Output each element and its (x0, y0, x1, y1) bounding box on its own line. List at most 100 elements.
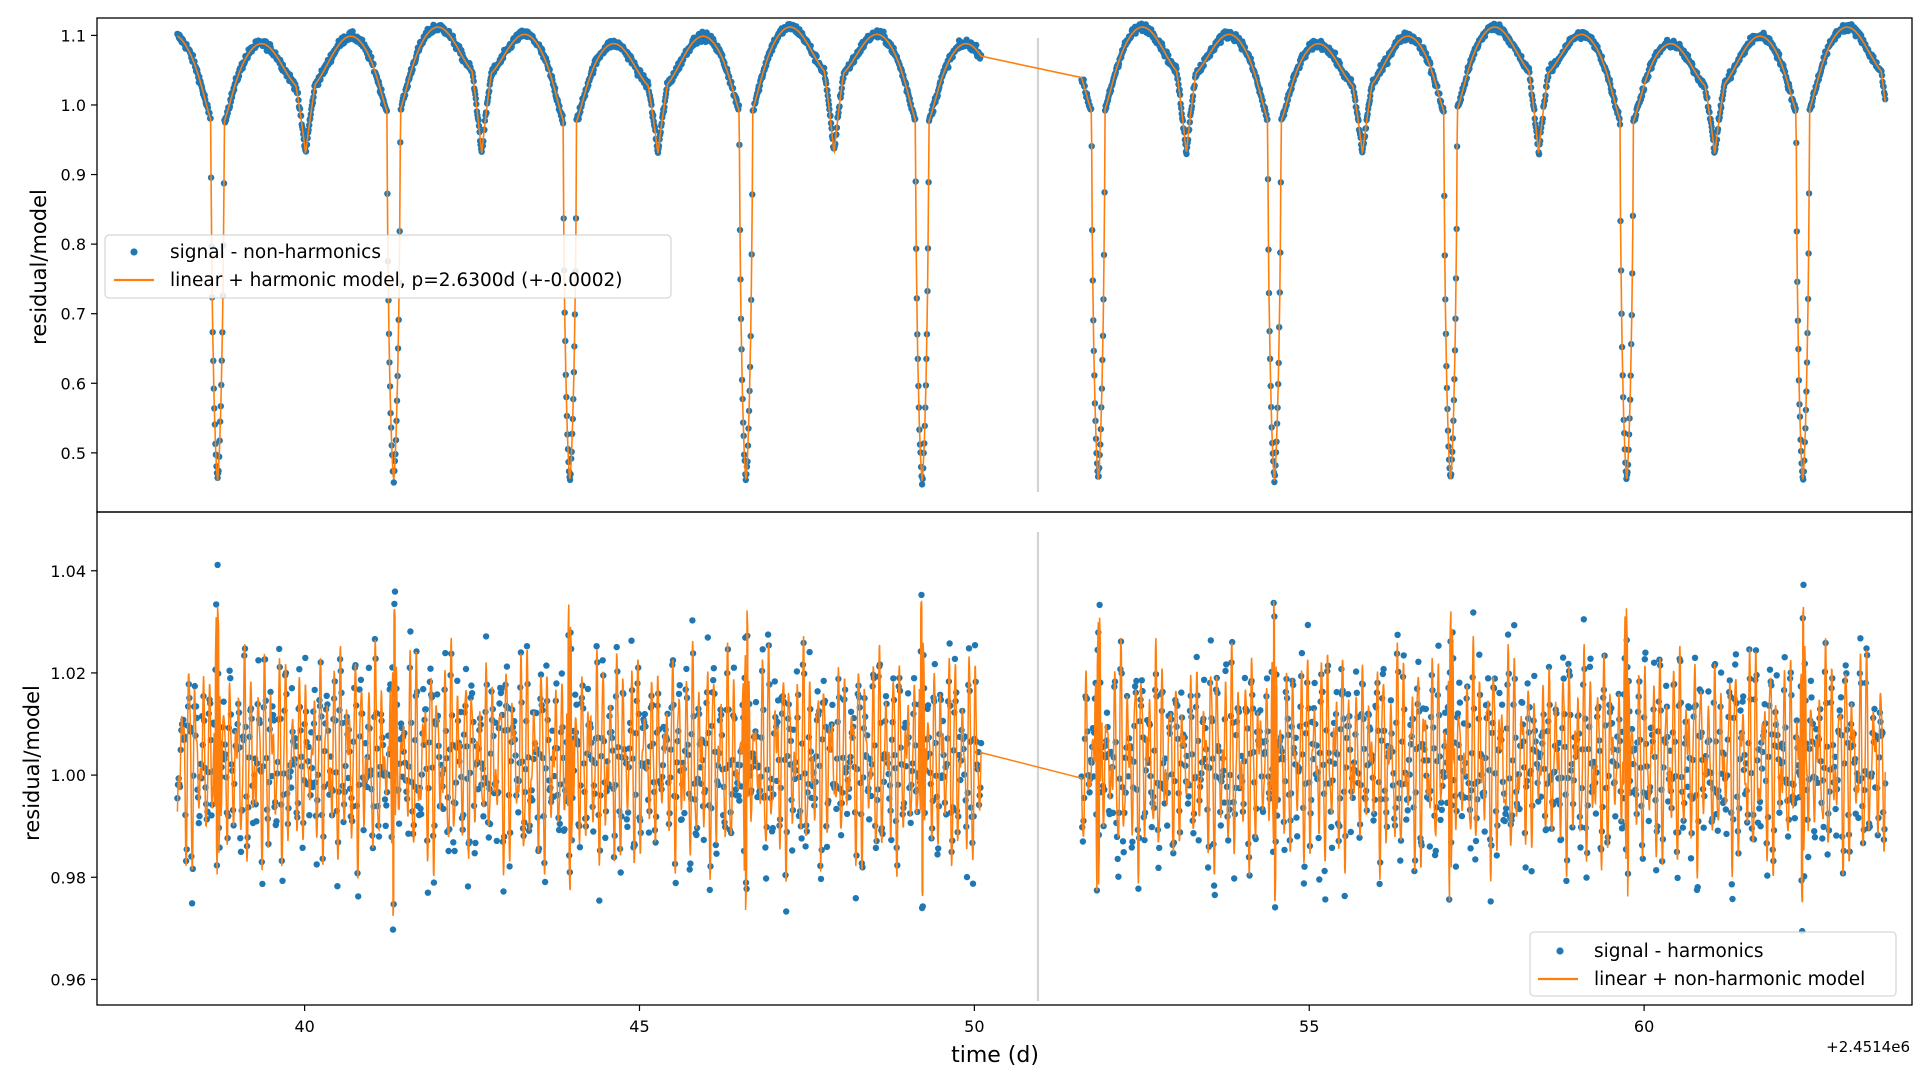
bottom-signal-point (576, 844, 584, 851)
top-y-tick-label: 0.6 (61, 374, 86, 393)
bottom-signal-point (427, 665, 434, 672)
bottom-signal-point (590, 828, 597, 835)
bottom-signal-point (1560, 675, 1567, 682)
bottom-signal-point (814, 688, 821, 695)
bottom-signal-point (558, 670, 565, 677)
bottom-signal-point (1156, 844, 1163, 852)
bottom-signal-point (961, 771, 968, 778)
bottom-signal-point (624, 823, 631, 830)
bottom-signal-point (1493, 852, 1501, 859)
bottom-signal-point (971, 642, 979, 649)
bottom-signal-point (506, 863, 513, 870)
bottom-signal-point (503, 663, 511, 670)
bottom-signal-point (1086, 789, 1093, 796)
bottom-signal-point (806, 648, 813, 656)
bottom-signal-point (471, 850, 478, 857)
bottom-signal-point (420, 685, 427, 693)
bottom-signal-point (1304, 621, 1312, 629)
bottom-signal-point (762, 844, 769, 851)
bottom-signal-point (910, 675, 918, 682)
bottom-signal-point (706, 886, 713, 894)
bottom-signal-point (686, 866, 693, 873)
bottom-signal-point (424, 889, 432, 896)
bottom-signal-point (1138, 677, 1146, 684)
bottom-signal-point (357, 676, 365, 683)
bottom-signal-point (683, 665, 690, 673)
bottom-signal-point (931, 660, 938, 668)
bottom-signal-point (1079, 838, 1087, 845)
bottom-signal-point (617, 869, 624, 876)
bottom-signal-point (963, 873, 971, 881)
bottom-signal-point (626, 745, 633, 752)
bottom-signal-point (628, 637, 635, 644)
bottom-signal-point (288, 685, 296, 692)
bottom-signal-point (1195, 837, 1202, 844)
bottom-signal-point (1301, 863, 1308, 870)
bottom-signal-point (1164, 822, 1171, 829)
bottom-signal-point (641, 710, 648, 718)
bottom-signal-point (843, 810, 851, 818)
bottom-signal-point (553, 680, 560, 687)
bottom-signal-point (572, 729, 580, 736)
bottom-signal-point (543, 662, 550, 669)
bottom-signal-point (596, 897, 603, 904)
bottom-signal-point (1352, 668, 1360, 675)
bottom-signal-point (1487, 898, 1494, 905)
bottom-signal-point (946, 640, 953, 647)
bottom-signal-point (253, 818, 260, 825)
bottom-signal-point (675, 690, 683, 698)
bottom-signal-point (762, 875, 770, 882)
bottom-signal-point (681, 809, 688, 817)
bottom-signal-point (1476, 651, 1483, 658)
bottom-signal-point (1484, 675, 1492, 682)
bottom-signal-point (1472, 837, 1480, 845)
bottom-signal-point (1452, 863, 1460, 870)
bottom-signal-point (468, 682, 475, 689)
bottom-signal-point (1231, 875, 1238, 882)
bottom-signal-point (1298, 649, 1306, 657)
bottom-signal-point (382, 822, 389, 829)
bottom-signal-point (672, 879, 679, 887)
top-legend: signal - non-harmonics linear + harmonic… (104, 234, 672, 299)
bottom-signal-point (1498, 701, 1506, 708)
bottom-signal-point (1438, 806, 1446, 813)
bottom-signal-point (1577, 844, 1584, 851)
bottom-signal-point (678, 816, 685, 823)
bottom-signal-point (907, 819, 914, 827)
bottom-signal-point (407, 628, 414, 635)
bottom-signal-point (528, 787, 535, 794)
bottom-signal-point (613, 643, 620, 651)
bottom-signal-point (1133, 677, 1140, 685)
bottom-signal-point (934, 851, 941, 858)
bottom-signal-point (313, 861, 320, 868)
bottom-signal-point (1519, 699, 1526, 706)
bottom-signal-point (704, 634, 711, 641)
bottom-signal-point (500, 888, 507, 895)
top-y-tick-label: 0.7 (61, 305, 86, 324)
bottom-signal-point (348, 794, 355, 802)
bottom-signal-point (965, 645, 973, 652)
bottom-signal-point (1586, 663, 1594, 670)
top-legend-model-label: linear + harmonic model, p=2.6300d (+-0.… (170, 270, 623, 291)
bottom-signal-point (462, 665, 470, 673)
bottom-signal-point (1344, 691, 1352, 698)
bottom-signal-point (450, 839, 457, 846)
bottom-signal-point (1524, 680, 1531, 687)
top-legend-signal-marker (130, 248, 138, 256)
bottom-signal-point (391, 588, 399, 595)
bottom-signal-point (935, 845, 942, 852)
bottom-signal-point (1211, 891, 1219, 899)
bottom-signal-point (561, 826, 568, 833)
bottom-signal-point (1155, 864, 1162, 871)
bottom-signal-point (188, 900, 196, 907)
bottom-signal-point (208, 812, 215, 819)
bottom-signal-point (1148, 823, 1156, 831)
bottom-signal-point (713, 850, 720, 857)
bottom-signal-point (391, 600, 398, 608)
bottom-signal-point (645, 829, 653, 836)
bottom-signal-point (736, 797, 743, 804)
bottom-signal-point (468, 690, 476, 697)
bottom-signal-point (1222, 667, 1229, 675)
bottom-signal-point (203, 800, 210, 808)
bottom-signal-point (1400, 652, 1407, 659)
